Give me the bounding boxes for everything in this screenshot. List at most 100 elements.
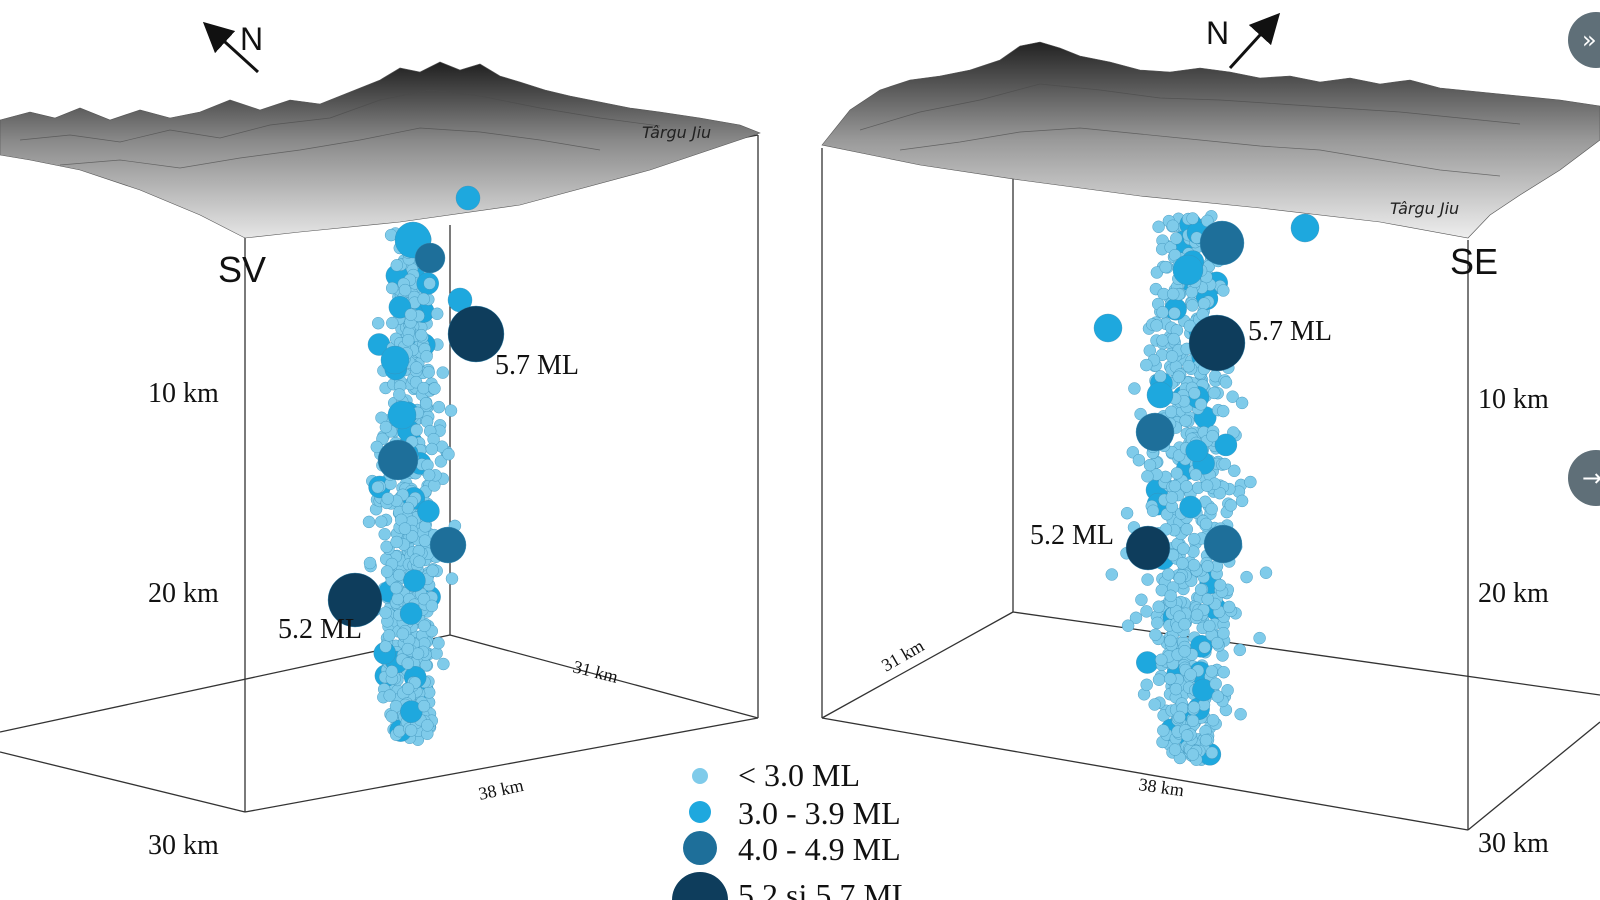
hypocenter-marker <box>381 492 394 505</box>
hypocenter-marker <box>1186 299 1199 312</box>
hypocenter-marker <box>1216 404 1230 418</box>
left-depth-label-20: 20 km <box>148 578 219 609</box>
left-axis-label-depth: 31 km <box>571 656 620 686</box>
hypocenter-marker <box>1170 467 1184 480</box>
double-chevron-right-icon: » <box>1582 26 1597 54</box>
hypocenter-marker <box>398 283 412 297</box>
hypocenter-marker <box>1173 710 1186 724</box>
hypocenter-marker <box>1228 464 1241 477</box>
hypocenter-marker <box>418 534 432 547</box>
right-major-events <box>1093 213 1320 571</box>
right-event-label-52: 5.2 ML <box>1030 520 1114 551</box>
hypocenter-marker <box>1194 583 1208 596</box>
hypocenter-marker <box>1128 382 1141 395</box>
hypocenter-marker <box>1152 673 1166 686</box>
major-event-marker <box>429 526 467 564</box>
hypocenter-marker <box>1187 558 1201 572</box>
major-event-marker <box>380 345 410 375</box>
hypocenter-marker <box>1234 708 1247 721</box>
left-axis-label-width: 38 km <box>477 775 526 804</box>
hypocenter-marker <box>404 308 417 321</box>
hypocenter-marker <box>1200 479 1214 492</box>
right-hypocenter-cloud <box>1105 210 1273 766</box>
hypocenter-marker <box>379 640 392 653</box>
hypocenter-marker <box>417 592 431 606</box>
hypocenter-marker <box>1185 439 1208 462</box>
hypocenter-marker <box>1259 566 1273 579</box>
hypocenter-marker <box>1235 396 1249 410</box>
hypocenter-marker <box>375 515 388 528</box>
major-event-marker <box>327 572 383 628</box>
right-terrain-ridges <box>859 83 1521 177</box>
hypocenter-marker <box>390 581 403 595</box>
hypocenter-marker <box>401 501 415 515</box>
hypocenter-marker <box>444 404 458 417</box>
hypocenter-marker <box>1203 619 1216 633</box>
hypocenter-marker <box>1141 470 1154 483</box>
legend-swatch-small <box>692 768 708 784</box>
major-event-marker <box>455 185 481 211</box>
right-north-arrow <box>1228 12 1281 70</box>
hypocenter-marker <box>1146 504 1160 517</box>
right-box-frame <box>821 148 1600 831</box>
major-event-marker <box>1199 220 1245 266</box>
hypocenter-marker <box>1151 616 1164 630</box>
hypocenter-marker <box>1172 370 1185 383</box>
major-event-marker <box>1188 314 1246 372</box>
hypocenter-marker <box>1156 334 1169 347</box>
left-event-label-57: 5.7 ML <box>495 350 579 381</box>
hypocenter-marker <box>1211 636 1224 650</box>
left-depth-label-10: 10 km <box>148 378 219 409</box>
hypocenter-marker <box>379 606 392 619</box>
hypocenter-marker <box>399 602 423 625</box>
hypocenter-marker <box>405 530 419 543</box>
hypocenter-marker <box>378 528 391 541</box>
hypocenter-marker <box>1165 350 1179 363</box>
hypocenter-marker <box>432 400 446 414</box>
hypocenter-marker <box>442 448 455 461</box>
legend-label-medium: 3.0 - 3.9 ML <box>738 795 901 831</box>
hypocenter-marker <box>422 468 436 482</box>
hypocenter-marker <box>363 556 377 570</box>
hypocenter-marker <box>1187 701 1201 714</box>
hypocenter-marker <box>1178 618 1191 631</box>
hypocenter-marker <box>423 277 436 290</box>
major-event-marker <box>1093 313 1123 343</box>
hypocenter-marker <box>1169 682 1183 696</box>
hypocenter-marker <box>1167 332 1181 346</box>
left-event-label-52: 5.2 ML <box>278 614 362 645</box>
hypocenter-marker <box>1208 386 1221 400</box>
hypocenter-marker <box>1217 666 1230 679</box>
hypocenter-marker <box>1135 593 1148 606</box>
hypocenter-marker <box>380 540 393 553</box>
hypocenter-marker <box>421 719 434 732</box>
hypocenter-marker <box>1155 653 1168 666</box>
hypocenter-marker <box>1168 479 1182 493</box>
hypocenter-marker <box>1120 507 1134 520</box>
hypocenter-marker <box>1164 405 1178 418</box>
hypocenter-marker <box>382 629 396 642</box>
hypocenter-marker <box>437 657 450 671</box>
hypocenter-marker <box>385 710 398 723</box>
hypocenter-marker <box>1186 748 1200 761</box>
hypocenter-marker <box>1152 600 1165 613</box>
left-north-arrow <box>202 21 260 74</box>
hypocenter-marker <box>1157 724 1170 737</box>
hypocenter-marker <box>1148 698 1161 711</box>
hypocenter-marker <box>393 388 406 401</box>
right-panel: N Târgu Jiu SE 10 km 20 km 30 km 38 km 3… <box>821 12 1600 859</box>
right-axis-label-width: 38 km <box>1137 774 1185 800</box>
hypocenter-marker <box>1132 454 1146 467</box>
hypocenter-marker <box>1205 502 1218 516</box>
legend-label-major: 5.2 și 5.7 ML <box>738 877 911 900</box>
right-depth-label-20: 20 km <box>1478 578 1549 609</box>
left-hypocenter-cloud <box>362 226 462 746</box>
major-event-marker <box>1290 213 1320 243</box>
hypocenter-marker <box>1184 668 1197 681</box>
legend-swatch-major <box>672 872 728 900</box>
hypocenter-marker <box>401 682 415 695</box>
hypocenter-marker <box>390 535 403 549</box>
hypocenter-marker <box>1190 608 1204 622</box>
hypocenter-marker <box>403 569 426 592</box>
hypocenter-marker <box>372 317 385 330</box>
